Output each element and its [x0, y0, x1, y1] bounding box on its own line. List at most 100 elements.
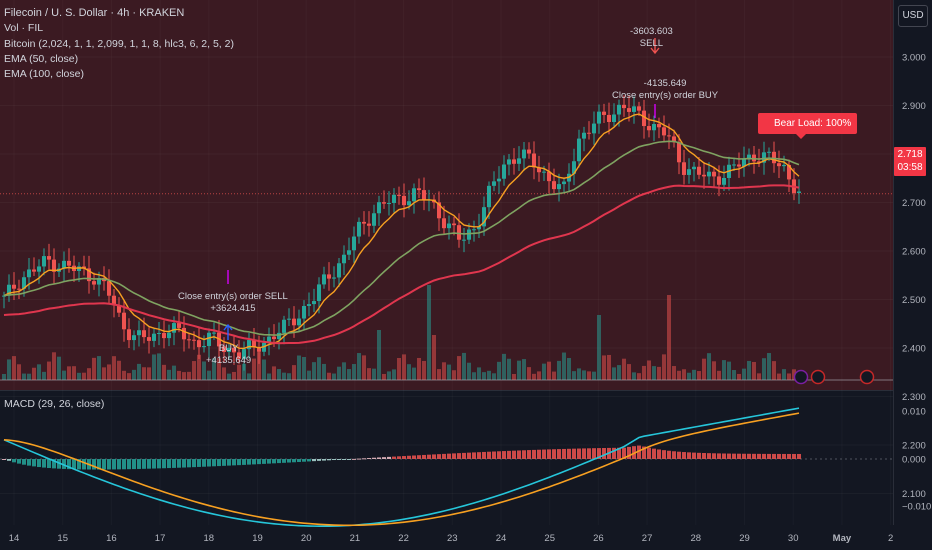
- candle-body: [687, 169, 691, 175]
- volume-bar: [192, 361, 196, 380]
- close-buy-label: Close entry(s) order BUY: [612, 90, 719, 101]
- volume-legend[interactable]: Vol · FIL: [4, 22, 44, 35]
- event-icon: [810, 369, 826, 385]
- volume-bar: [502, 353, 506, 380]
- macd-histogram-bar: [697, 452, 701, 459]
- macd-histogram-bar: [457, 453, 461, 459]
- volume-bar: [732, 370, 736, 380]
- ema100-legend[interactable]: EMA (100, close): [4, 68, 84, 81]
- macd-histogram-bar: [182, 459, 186, 468]
- macd-histogram-bar: [137, 459, 141, 469]
- volume-bar: [172, 365, 176, 380]
- candle-body: [272, 336, 276, 340]
- volume-bar: [282, 372, 286, 380]
- volume-bar: [247, 373, 251, 380]
- volume-bar: [87, 368, 91, 380]
- candle-body: [492, 181, 496, 186]
- candle-body: [682, 162, 686, 175]
- candle-body: [767, 151, 771, 153]
- volume-bar: [542, 363, 546, 380]
- candle-body: [587, 132, 591, 134]
- macd-histogram-bar: [777, 453, 781, 459]
- candle-body: [352, 236, 356, 251]
- volume-bar: [527, 367, 531, 380]
- macd-histogram-bar: [627, 446, 631, 459]
- macd-histogram-bar: [757, 453, 761, 459]
- macd-histogram-bar: [612, 447, 616, 459]
- volume-bar: [197, 354, 201, 380]
- volume-bar: [742, 368, 746, 380]
- macd-histogram-bar: [82, 459, 86, 470]
- macd-histogram-bar: [662, 450, 666, 459]
- volume-bar: [207, 370, 211, 380]
- candle-body: [597, 111, 601, 124]
- macd-histogram-bar: [427, 454, 431, 459]
- time-axis-label: 26: [593, 533, 604, 544]
- volume-bar: [332, 373, 336, 380]
- volume-bar: [412, 367, 416, 380]
- volume-bar: [777, 373, 781, 380]
- candle-body: [287, 318, 291, 320]
- macd-histogram-bar: [107, 459, 111, 470]
- macd-histogram-bar: [732, 453, 736, 459]
- price-axis-label: 2.300: [902, 392, 926, 403]
- candle-body: [97, 278, 101, 285]
- volume-bar: [477, 367, 481, 380]
- macd-histogram-bar: [742, 453, 746, 459]
- bear-load-text: Bear Load: 100%: [774, 118, 852, 129]
- macd-legend[interactable]: MACD (29, 26, close): [4, 398, 105, 410]
- volume-bar: [727, 361, 731, 380]
- volume-bar: [522, 359, 526, 380]
- macd-histogram-bar: [507, 450, 511, 459]
- volume-bar: [217, 358, 221, 380]
- volume-bar: [752, 361, 756, 380]
- volume-bar: [392, 369, 396, 380]
- ema50-legend[interactable]: EMA (50, close): [4, 52, 79, 65]
- candle-body: [637, 106, 641, 111]
- macd-histogram-bar: [352, 458, 356, 460]
- macd-axis-label: 0.010: [902, 407, 926, 418]
- candle-body: [292, 318, 296, 326]
- volume-bar: [252, 358, 256, 380]
- volume-bar: [532, 373, 536, 380]
- volume-bar: [222, 367, 226, 380]
- close-sell-label: Close entry(s) order SELL: [178, 291, 288, 302]
- candle-body: [447, 223, 451, 229]
- macd-histogram-bar: [332, 459, 336, 461]
- symbol-title[interactable]: Filecoin / U. S. Dollar · 4h · KRAKEN: [4, 7, 185, 19]
- candle-body: [557, 184, 561, 190]
- currency-button[interactable]: USD: [898, 5, 928, 27]
- candle-body: [2, 295, 6, 297]
- indicator-legend[interactable]: Bitcoin (2,024, 1, 1, 2,099, 1, 1, 8, hl…: [4, 37, 234, 50]
- volume-bar: [22, 373, 26, 380]
- candle-body: [702, 174, 706, 177]
- volume-bar: [242, 363, 246, 380]
- fast-ema-line: [3, 113, 800, 350]
- volume-bar: [597, 315, 601, 380]
- macd-histogram-bar: [27, 459, 31, 466]
- macd-histogram-bar: [572, 448, 576, 459]
- volume-bar: [287, 373, 291, 380]
- macd-histogram-bar: [242, 459, 246, 465]
- volume-bar: [437, 369, 441, 380]
- volume-bar: [762, 358, 766, 380]
- candle-body: [197, 340, 201, 348]
- macd-histogram-bar: [652, 448, 656, 459]
- candle-body: [532, 153, 536, 168]
- candle-body: [722, 177, 726, 185]
- time-axis-label: 25: [544, 533, 555, 544]
- volume-bar: [557, 360, 561, 380]
- macd-histogram-bar: [347, 459, 351, 460]
- macd-histogram-bar: [497, 451, 501, 459]
- macd-histogram-bar: [422, 454, 426, 459]
- sell-value: -3603.603: [630, 26, 673, 37]
- candle-body: [152, 333, 156, 341]
- candle-body: [357, 221, 361, 237]
- volume-bar: [497, 361, 501, 380]
- candle-body: [692, 166, 696, 170]
- volume-bar: [652, 366, 656, 380]
- macd-histogram-bar: [312, 459, 316, 462]
- macd-histogram-bar: [302, 459, 306, 462]
- macd-histogram-bar: [367, 458, 371, 460]
